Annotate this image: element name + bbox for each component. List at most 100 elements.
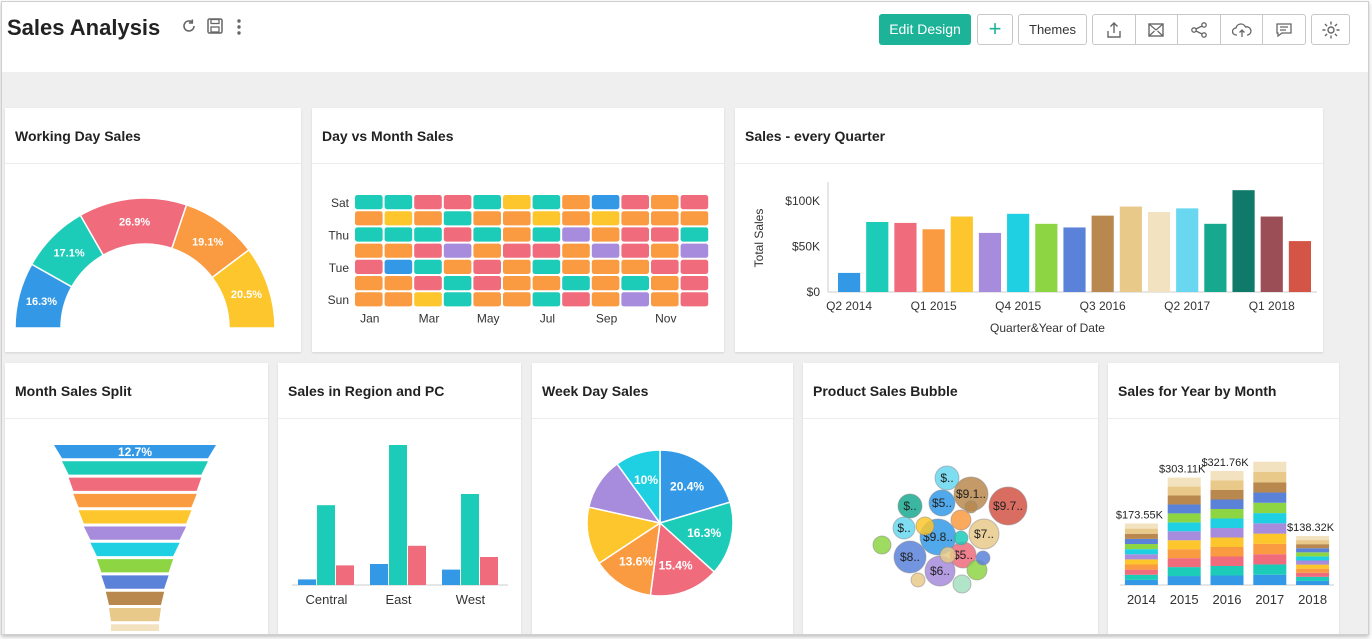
heatmap-cell [355,195,383,210]
quarter-bar [1204,223,1227,292]
stacked-segment [1210,556,1244,567]
heatmap-cell [384,292,413,307]
y-tick-label: Sat [331,196,350,210]
card-title: Week Day Sales [542,383,649,399]
day-vs-month-sales-card[interactable]: Day vs Month Sales Sat Thu Tue Sun Jan Mar May… [312,108,724,352]
more-options-icon[interactable] [229,17,249,37]
heatmap-cell [443,243,472,258]
heatmap-cell [651,211,679,226]
product-bubble [928,489,956,517]
stacked-segment [1167,486,1201,496]
stacked-segment [1167,549,1201,559]
heatmap-cell [562,292,590,307]
quarter-bar [1288,241,1311,292]
cloud-publish-icon[interactable] [1221,15,1264,44]
pie-slice [598,521,661,597]
sales-in-region-card[interactable]: Sales in Region and PC Central East West [278,363,521,634]
x-tick-label: Q4 2015 [995,299,1041,313]
save-icon[interactable] [205,17,225,37]
quarter-bar [1147,212,1171,292]
y-tick-label: Tue [329,261,350,275]
card-title: Month Sales Split [15,383,132,399]
product-bubble [975,550,991,566]
heatmap-cell [562,259,590,274]
product-bubble [968,518,1000,550]
stacked-segment [1296,572,1330,577]
x-tick-label: 2015 [1170,592,1199,607]
heatmap-cell [651,227,679,242]
edit-design-button[interactable]: Edit Design [879,14,971,45]
sales-year-by-month-card[interactable]: Sales for Year by Month $173.55K 2014 $303… [1108,363,1339,634]
quarter-bar [1232,190,1255,292]
stacked-segment [1296,540,1330,545]
bubble-label: $9.7.. [993,499,1023,513]
heatmap-cell [651,292,679,307]
heatmap-cell [621,243,649,258]
stacked-segment [1296,544,1330,549]
heatmap-cell [562,227,590,242]
total-label: $138.32K [1287,522,1335,534]
slice-label: 15.4% [659,558,693,572]
heatmap-cell [503,211,531,226]
settings-gear-icon[interactable] [1311,14,1350,45]
heatmap-cell [503,195,531,210]
heatmap-cell [503,259,531,274]
stacked-segment [1167,576,1201,585]
heatmap-cell [443,276,472,291]
heatmap-cell [384,211,413,226]
stacked-segment [1253,482,1287,493]
product-bubble [892,516,916,540]
stacked-segment [1253,492,1287,503]
x-tick-label: 2017 [1255,592,1284,607]
region-bar [408,545,426,585]
bubble-label: $.. [940,471,953,485]
stacked-segment [1124,574,1158,580]
x-tick-label: Q1 2018 [1249,299,1295,313]
product-sales-bubble-card[interactable]: Product Sales Bubble $.. $9.1.. $9.7.. $.. $… [803,363,1098,634]
x-tick-label: Nov [655,311,676,325]
week-day-pie-chart: 20.4% 16.3% 15.4% 13.6% 10% [586,449,734,597]
sales-every-quarter-card[interactable]: Sales - every Quarter $0 $50K $100K Q2 2014… [735,108,1323,352]
export-icon[interactable] [1093,15,1136,44]
card-title: Sales for Year by Month [1118,383,1277,399]
heatmap-cell [384,227,413,242]
heatmap-cell [355,227,383,242]
week-day-sales-card[interactable]: Week Day Sales 20.4% 16.3% 15.4% 13.6% 10% [532,363,793,634]
month-sales-split-card[interactable]: Month Sales Split 12.7% [5,363,268,634]
heatmap-cell [473,243,501,258]
heatmap-cell [532,292,561,307]
bubble-label: $.. [897,521,910,535]
stacked-segment [1210,566,1244,576]
heatmap-cell [591,227,620,242]
stacked-segment [1296,556,1330,561]
card-title: Sales in Region and PC [288,383,445,399]
stacked-segment [1167,531,1201,541]
region-bar [370,564,388,585]
heatmap-cell [591,292,620,307]
year-month-stacked-bar-chart: $173.55K 2014 $303.11K 2015 $321.76K 2016 2017… [1116,457,1335,607]
product-bubble [897,493,923,519]
product-bubble [910,572,926,588]
stacked-segment [1253,471,1287,483]
stacked-segment [1124,544,1158,550]
product-bubble [952,574,972,594]
heatmap-cell [591,195,620,210]
email-icon[interactable] [1136,15,1179,44]
slice-label: 17.1% [53,248,84,260]
add-button[interactable]: + [977,14,1013,45]
total-label: $303.11K [1159,464,1206,476]
stacked-segment [1296,552,1330,557]
themes-button[interactable]: Themes [1018,14,1087,45]
product-bubble [939,546,957,564]
quarter-bar [838,272,861,292]
funnel-level [105,591,165,605]
stacked-segment [1253,461,1287,472]
share-icon[interactable] [1178,15,1221,44]
working-day-sales-card[interactable]: Working Day Sales 16.3% 17.1% 26.9% 19.1% 20… [5,108,301,352]
stacked-segment [1167,540,1201,550]
bubble-label: $7.. [974,527,994,541]
comment-icon[interactable] [1263,15,1305,44]
heatmap-cell [680,243,709,258]
refresh-icon[interactable] [179,17,199,37]
stacked-segment [1167,504,1201,514]
